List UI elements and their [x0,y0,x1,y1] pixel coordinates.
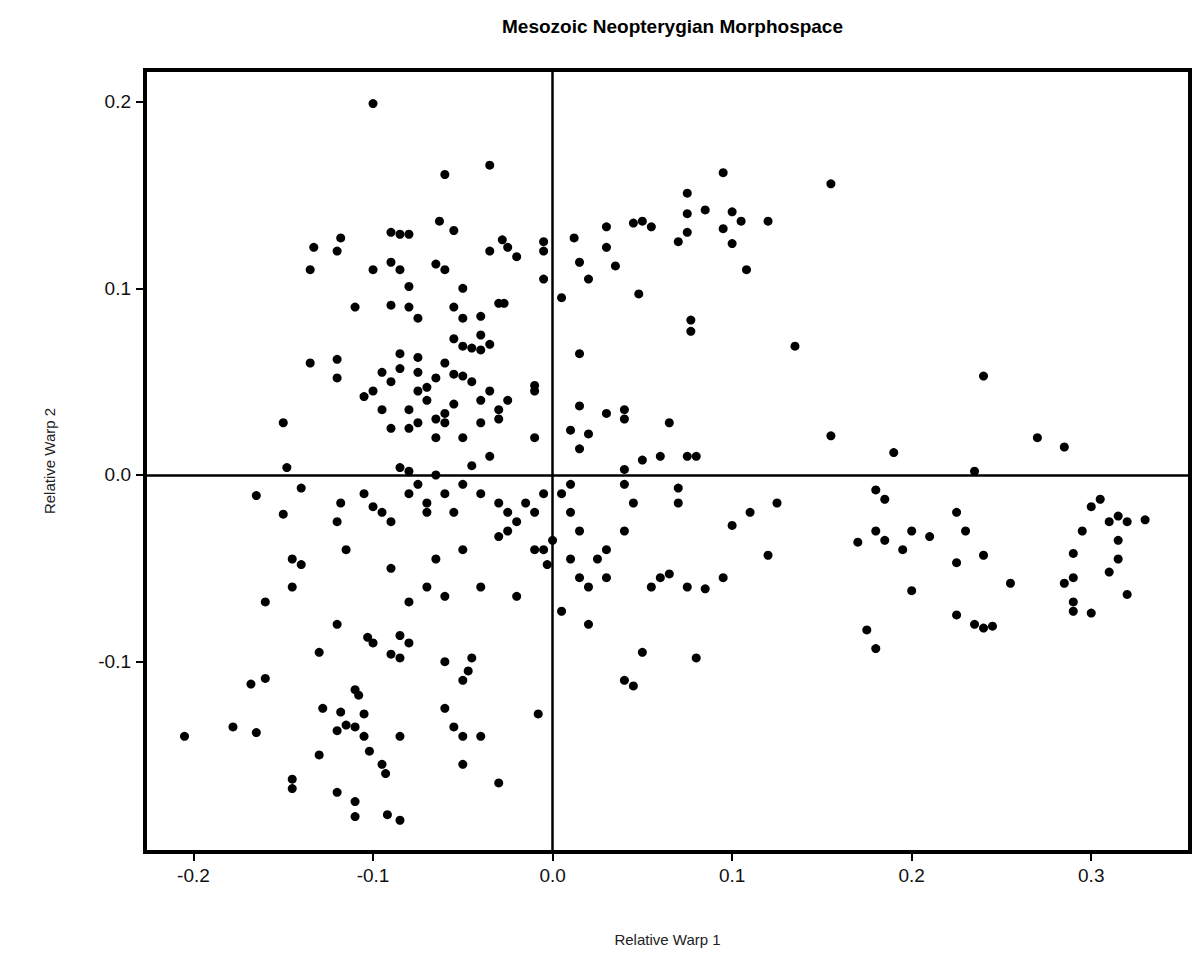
svg-text:Relative Warp 2: Relative Warp 2 [41,408,58,514]
svg-text:0.1: 0.1 [719,865,745,886]
svg-text:Mesozoic Neopterygian Morphosp: Mesozoic Neopterygian Morphospace [502,16,843,37]
svg-text:0.2: 0.2 [105,91,131,112]
svg-text:0.0: 0.0 [105,464,131,485]
svg-text:0.2: 0.2 [898,865,924,886]
svg-text:-0.1: -0.1 [98,651,131,672]
svg-text:-0.1: -0.1 [357,865,390,886]
svg-text:0.0: 0.0 [539,865,565,886]
svg-text:0.1: 0.1 [105,278,131,299]
svg-text:0.3: 0.3 [1078,865,1104,886]
svg-text:-0.2: -0.2 [177,865,210,886]
svg-text:Relative Warp 1: Relative Warp 1 [614,931,720,948]
